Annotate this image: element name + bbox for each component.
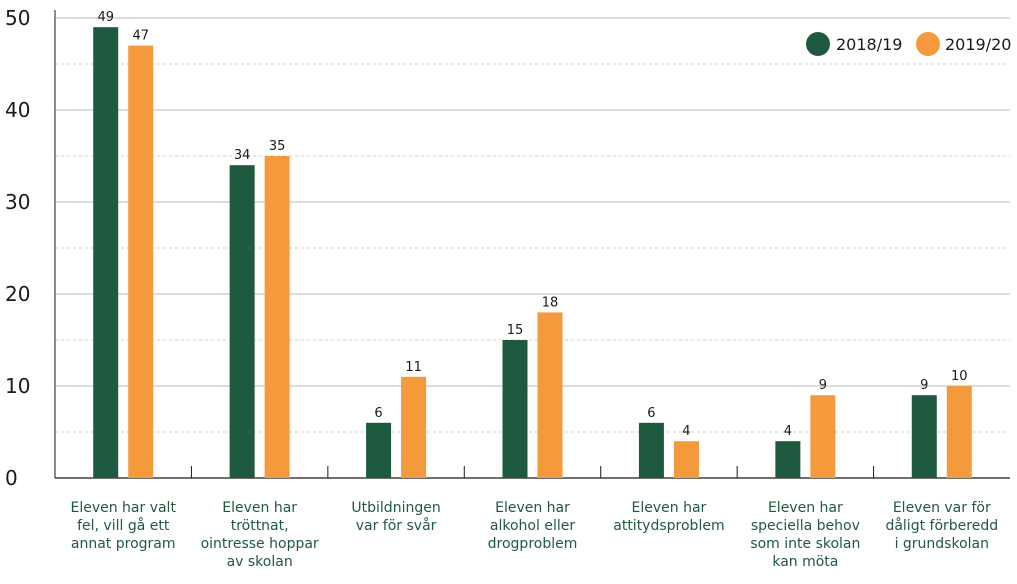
- y-tick-label: 30: [5, 190, 30, 214]
- y-axis: 0 10 20 30 40 50: [5, 6, 56, 490]
- bar-value-label: 6: [374, 406, 382, 421]
- bar-2019-20: [810, 395, 836, 478]
- bar-value-label: 47: [132, 29, 149, 44]
- category-label: Eleven har valt fel, vill gå ett annat pro…: [70, 500, 176, 552]
- bar-value-label: 18: [542, 295, 559, 310]
- bar-2018-19: [638, 422, 664, 478]
- bar-2018-19: [502, 340, 528, 478]
- bar-2018-19: [775, 441, 801, 478]
- y-tick-label: 20: [5, 282, 30, 306]
- bar-value-label: 9: [819, 378, 827, 393]
- bar-value-label: 35: [269, 139, 286, 154]
- bar-value-label: 34: [234, 148, 251, 163]
- bar-2019-20: [264, 156, 290, 478]
- category-label: Eleven har tröttnat, ointresse hoppar av sk…: [201, 500, 319, 570]
- bar-value-label: 4: [682, 424, 690, 439]
- category-label: Eleven har alkohol eller drogproblem: [488, 500, 578, 552]
- bar-2018-19: [911, 395, 937, 478]
- bar-value-label: 11: [405, 360, 422, 375]
- bar-value-label: 4: [784, 424, 792, 439]
- category-label: Utbildningen var för svår: [351, 500, 440, 534]
- x-axis: Eleven har valt fel, vill gå ett annat pro…: [55, 466, 1010, 570]
- bar-2019-20: [946, 386, 972, 478]
- bar-2019-20: [673, 441, 699, 478]
- bar-2018-19: [366, 422, 392, 478]
- y-tick-label: 10: [5, 374, 30, 398]
- legend-label: 2019/20: [945, 35, 1011, 54]
- legend-swatch: [806, 32, 830, 56]
- legend: 2018/19 2019/20: [806, 32, 1011, 56]
- y-tick-label: 0: [5, 466, 18, 490]
- bar-2019-20: [537, 312, 563, 478]
- bar-2018-19: [229, 165, 255, 478]
- bar-value-label: 49: [97, 10, 114, 25]
- legend-swatch: [916, 32, 940, 56]
- bar-2019-20: [401, 376, 427, 478]
- bar-value-label: 6: [647, 406, 655, 421]
- gridlines: [55, 17, 1010, 433]
- bar-value-label: 10: [951, 369, 968, 384]
- category-label: Eleven var för dåligt förberedd i grundsko…: [885, 500, 998, 552]
- bar-value-label: 9: [920, 378, 928, 393]
- y-tick-label: 50: [5, 6, 30, 30]
- bar-2018-19: [93, 27, 119, 478]
- bar-value-label: 15: [507, 323, 524, 338]
- legend-label: 2018/19: [836, 35, 902, 54]
- category-label: Eleven har speciella behov som inte skolan…: [750, 500, 860, 570]
- y-tick-label: 40: [5, 98, 30, 122]
- category-label: Eleven har attitydsproblem: [613, 500, 724, 534]
- bar-2019-20: [128, 45, 154, 478]
